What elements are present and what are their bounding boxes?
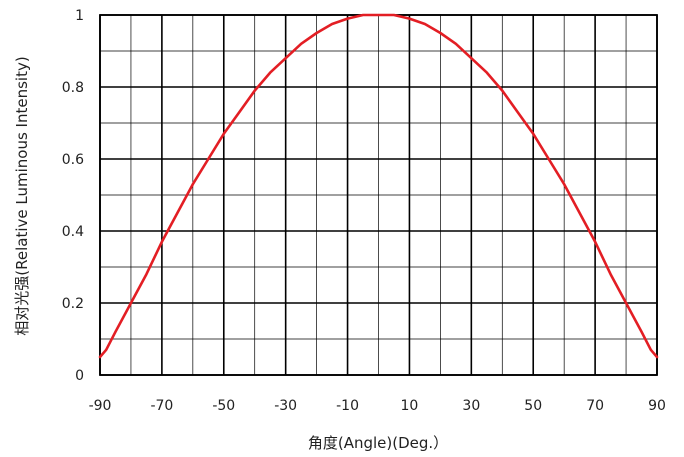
series-line-0 <box>98 13 659 359</box>
x-tick-label: -50 <box>212 398 235 414</box>
y-tick-labels: 0 0.2 0.4 0.6 0.8 1 <box>62 8 84 384</box>
x-tick-label: -90 <box>89 398 112 414</box>
y-tick-label: 0.8 <box>62 80 84 96</box>
y-axis-title: 相对光强(Relative Luminous Intensity) <box>13 56 31 335</box>
series-layer <box>98 13 659 359</box>
x-tick-label: -10 <box>336 398 359 414</box>
x-tick-label: 50 <box>524 398 542 414</box>
x-tick-label: 10 <box>401 398 419 414</box>
x-tick-labels: -90 -70 -50 -30 -10 10 30 50 70 90 <box>89 398 666 414</box>
y-tick-label: 0.2 <box>62 296 84 312</box>
x-tick-label: 30 <box>462 398 480 414</box>
y-tick-label: 0.6 <box>62 152 84 168</box>
y-tick-label: 1 <box>75 8 84 24</box>
x-tick-label: -70 <box>150 398 173 414</box>
y-tick-label: 0 <box>75 368 84 384</box>
grid <box>99 14 658 376</box>
y-tick-label: 0.4 <box>62 224 84 240</box>
x-axis-title: 角度(Angle)(Deg.） <box>308 434 448 452</box>
x-tick-label: 90 <box>648 398 666 414</box>
x-tick-label: 70 <box>586 398 604 414</box>
x-tick-label: -30 <box>274 398 297 414</box>
